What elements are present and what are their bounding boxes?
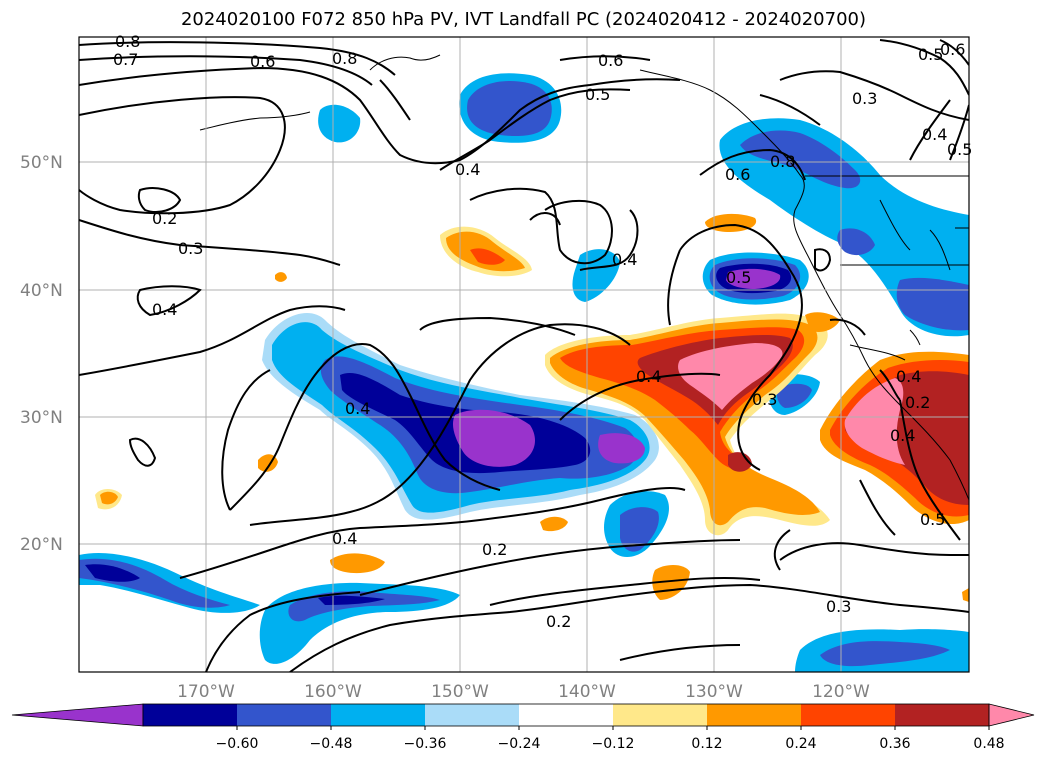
lon-labels: 170°W 160°W 150°W 140°W 130°W 120°W [177, 682, 870, 702]
lat-labels: 50°N 40°N 30°N 20°N [20, 153, 63, 555]
gridlines [79, 37, 969, 672]
lat-label: 30°N [20, 408, 63, 428]
contour-label: 0.3 [826, 597, 851, 616]
lat-label: 50°N [20, 153, 63, 173]
colorbar-segment [331, 704, 425, 726]
contour-label: 0.8 [332, 49, 357, 68]
contour-label: 0.4 [636, 367, 661, 386]
contour-label: 0.4 [922, 125, 947, 144]
colorbar-segment [613, 704, 707, 726]
contour-label: 0.4 [345, 399, 370, 418]
colorbar-tick-label: −0.60 [216, 736, 259, 752]
contour-label: 0.8 [770, 152, 795, 171]
colorbar-segment [707, 704, 801, 726]
contour-label: 0.5 [947, 140, 972, 159]
colorbar-outline [142, 703, 990, 727]
contour-label: 0.3 [852, 89, 877, 108]
contour-label: 0.2 [546, 612, 571, 631]
colorbar-segment [425, 704, 519, 726]
colorbar-segment [801, 704, 895, 726]
contour-label: 0.3 [178, 239, 203, 258]
contour-label-group: 0.8 0.7 0.6 0.8 0.6 0.5 0.4 0.2 0.3 0.4 … [113, 32, 972, 631]
contour-label: 0.6 [598, 51, 623, 70]
contour-label: 0.6 [250, 52, 275, 71]
colorbar-segment [895, 704, 989, 726]
colorbar-segment [237, 704, 331, 726]
pv-shading [79, 73, 969, 672]
colorbar-segment [143, 704, 237, 726]
colorbar-segment [519, 704, 613, 726]
contour-label: 0.8 [115, 32, 140, 51]
lat-label: 40°N [20, 281, 63, 301]
contour-label: 0.2 [905, 393, 930, 412]
contour-label: 0.4 [612, 250, 637, 269]
lon-label: 140°W [558, 682, 616, 702]
contour-label: 0.7 [113, 50, 138, 69]
contour-label: 0.4 [896, 367, 921, 386]
contour-label: 0.4 [152, 300, 177, 319]
contour-label: 0.5 [918, 45, 943, 64]
contour-label: 0.4 [332, 529, 357, 548]
map-title: 2024020100 F072 850 hPa PV, IVT Landfall… [180, 9, 867, 30]
contour-label: 0.5 [726, 268, 751, 287]
contour-label: 0.4 [455, 160, 480, 179]
pv-contours [79, 39, 969, 672]
contour-label: 0.6 [940, 40, 965, 59]
colorbar-extend-low [11, 703, 144, 727]
contour-label: 0.2 [152, 209, 177, 228]
colorbar-tick-label: 0.24 [785, 736, 816, 752]
plot-frame [78, 36, 970, 673]
contour-label: 0.4 [890, 426, 915, 445]
contour-label: 0.5 [920, 510, 945, 529]
lat-label: 20°N [20, 535, 63, 555]
colorbar-tick-label: −0.36 [404, 736, 447, 752]
lon-label: 120°W [812, 682, 870, 702]
colorbar-tick-label: 0.12 [691, 736, 722, 752]
colorbar-extend-high [988, 703, 1035, 727]
colorbar-tick-label: −0.12 [592, 736, 635, 752]
contour-label: 0.5 [585, 85, 610, 104]
colorbar-tick-label: −0.24 [498, 736, 541, 752]
lon-label: 170°W [177, 682, 235, 702]
colorbar-tick-label: 0.36 [879, 736, 910, 752]
lon-label: 150°W [431, 682, 489, 702]
contour-label: 0.6 [725, 165, 750, 184]
coastlines [199, 54, 969, 501]
colorbar-tick-label: 0.48 [973, 736, 1004, 752]
contour-label: 0.3 [752, 390, 777, 409]
lon-label: 160°W [304, 682, 362, 702]
lon-label: 130°W [685, 682, 743, 702]
colorbar-tick-label: −0.48 [310, 736, 353, 752]
colorbar: −0.60 −0.48 −0.36 −0.24 −0.12 0.12 0.24 0.36 0.4… [11, 703, 1035, 752]
contour-label: 0.2 [482, 540, 507, 559]
